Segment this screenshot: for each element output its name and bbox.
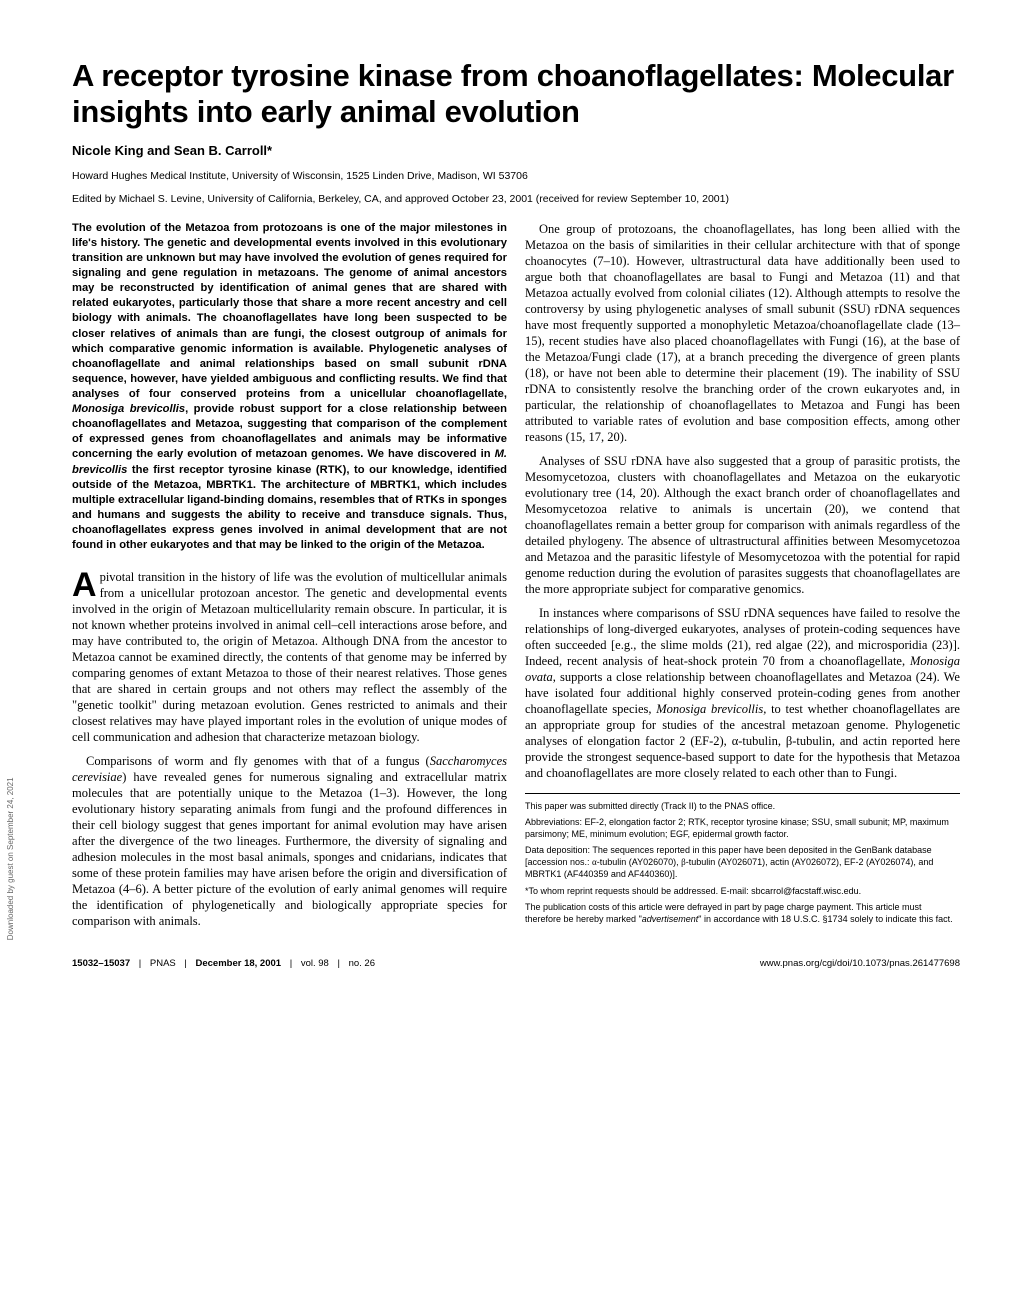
footer-no: no. 26	[349, 958, 375, 969]
body-para-2: Comparisons of worm and fly genomes with…	[72, 753, 507, 929]
footnote-data-dep: Data deposition: The sequences reported …	[525, 844, 960, 880]
body-p2-c: ) have revealed genes for numerous signa…	[72, 770, 507, 928]
article-title: A receptor tyrosine kinase from choanofl…	[72, 58, 960, 129]
footnote-pub-costs: The publication costs of this article we…	[525, 901, 960, 925]
footer-sep-3: |	[290, 958, 292, 969]
footnotes-block: This paper was submitted directly (Track…	[525, 793, 960, 925]
footnote-rule	[525, 793, 960, 794]
authors: Nicole King and Sean B. Carroll*	[72, 143, 960, 160]
body-para-1: A pivotal transition in the history of l…	[72, 569, 507, 745]
abstract-text-1: The evolution of the Metazoa from protoz…	[72, 222, 507, 400]
footnote-corresponding: *To whom reprint requests should be addr…	[525, 885, 960, 897]
footer-right: www.pnas.org/cgi/doi/10.1073/pnas.261477…	[760, 958, 960, 970]
fn3-c: -tubulin (AY026070),	[597, 857, 681, 867]
abstract-text-3: the first receptor tyrosine kinase (RTK)…	[72, 464, 507, 552]
abstract-species-1: Monosiga brevicollis	[72, 403, 185, 415]
abstract: The evolution of the Metazoa from protoz…	[72, 221, 507, 553]
footer-sep-2: |	[184, 958, 186, 969]
fn5-c: " in accordance with 18 U.S.C. §1734 sol…	[698, 914, 952, 924]
body-para-3: One group of protozoans, the choanoflage…	[525, 221, 960, 445]
body-p5-g: -tubulin,	[738, 734, 786, 748]
body-p2-a: Comparisons of worm and fly genomes with…	[86, 754, 430, 768]
article-body-columns: The evolution of the Metazoa from protoz…	[72, 221, 960, 933]
body-p5-a: In instances where comparisons of SSU rD…	[525, 606, 960, 668]
body-para-5: In instances where comparisons of SSU rD…	[525, 605, 960, 781]
body-para-4: Analyses of SSU rDNA have also suggested…	[525, 453, 960, 597]
footer-left: 15032–15037 | PNAS | December 18, 2001 |…	[72, 958, 375, 970]
footer-sep-1: |	[139, 958, 141, 969]
footer-sep-4: |	[337, 958, 339, 969]
download-watermark: Downloaded by guest on September 24, 202…	[6, 778, 16, 941]
footer-vol: vol. 98	[301, 958, 329, 969]
footer-url: www.pnas.org/cgi/doi/10.1073/pnas.261477…	[760, 958, 960, 969]
edited-by: Edited by Michael S. Levine, University …	[72, 193, 960, 206]
footnote-track: This paper was submitted directly (Track…	[525, 800, 960, 812]
page-footer: 15032–15037 | PNAS | December 18, 2001 |…	[72, 955, 960, 970]
body-p5-species-2: Monosiga brevicollis,	[656, 702, 766, 716]
footer-pnas: PNAS	[150, 958, 176, 969]
footer-pages: 15032–15037	[72, 958, 130, 969]
footnote-abbrev: Abbreviations: EF-2, elongation factor 2…	[525, 816, 960, 840]
fn5-advert: advertisement	[642, 914, 699, 924]
footer-date: December 18, 2001	[196, 958, 282, 969]
affiliation: Howard Hughes Medical Institute, Univers…	[72, 170, 960, 183]
